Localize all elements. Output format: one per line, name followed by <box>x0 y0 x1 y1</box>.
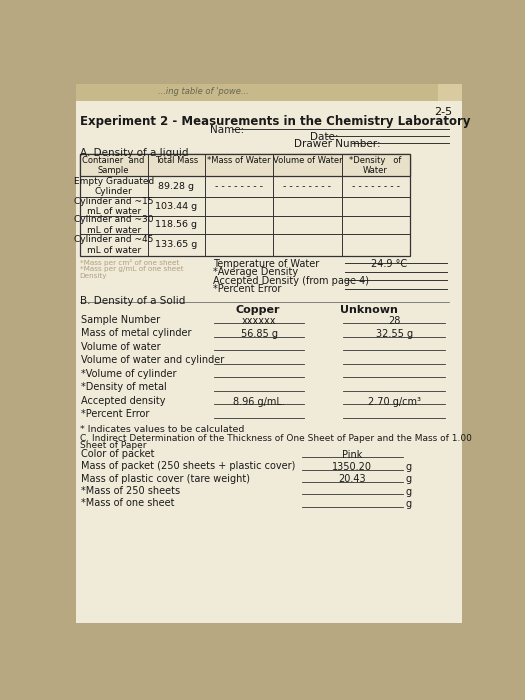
Text: 2.70 g/cm³: 2.70 g/cm³ <box>368 397 421 407</box>
Text: g: g <box>405 475 411 484</box>
Text: 8.96 g/mL.: 8.96 g/mL. <box>234 397 285 407</box>
Text: * Indicates values to be calculated: * Indicates values to be calculated <box>80 425 244 434</box>
Text: g: g <box>405 462 411 472</box>
Text: *Percent Error: *Percent Error <box>81 410 150 419</box>
Bar <box>80 154 410 256</box>
Text: Accepted density: Accepted density <box>81 396 165 406</box>
Text: Mass of packet (250 sheets + plastic cover): Mass of packet (250 sheets + plastic cov… <box>81 461 296 471</box>
Text: 1350.20: 1350.20 <box>332 462 372 472</box>
Text: Name:: Name: <box>210 125 244 135</box>
Text: *Percent Error: *Percent Error <box>213 284 281 294</box>
Text: 24.9 °C: 24.9 °C <box>371 259 407 269</box>
Bar <box>80 154 410 176</box>
Text: 103.44 g: 103.44 g <box>155 202 197 211</box>
Text: *Mass of 250 sheets: *Mass of 250 sheets <box>81 486 180 496</box>
Text: Sample Number: Sample Number <box>81 315 160 325</box>
Text: *Mass of one sheet: *Mass of one sheet <box>81 498 175 508</box>
Text: Drawer Number:: Drawer Number: <box>294 139 381 148</box>
Text: Experiment 2 - Measurements in the Chemistry Laboratory: Experiment 2 - Measurements in the Chemi… <box>80 115 470 128</box>
Text: *Volume of cylinder: *Volume of cylinder <box>81 369 176 379</box>
Text: xxxxxx: xxxxxx <box>242 316 277 326</box>
Text: Accepted Density (from page 4): Accepted Density (from page 4) <box>213 276 369 286</box>
Text: *Average Density: *Average Density <box>213 267 298 277</box>
Text: *Density of metal: *Density of metal <box>81 382 167 393</box>
Text: Mass of metal cylinder: Mass of metal cylinder <box>81 328 192 339</box>
Text: Empty Graduated
Cylinder: Empty Graduated Cylinder <box>74 176 154 196</box>
Text: Mass of plastic cover (tare weight): Mass of plastic cover (tare weight) <box>81 474 250 484</box>
Text: A. Density of a liquid: A. Density of a liquid <box>80 148 188 158</box>
Text: Volume of water: Volume of water <box>81 342 161 352</box>
Text: Unknown: Unknown <box>341 305 398 315</box>
Text: Total Mass: Total Mass <box>155 155 198 164</box>
Text: Density: Density <box>80 272 107 279</box>
Text: Volume of water and cylinder: Volume of water and cylinder <box>81 356 224 365</box>
Text: B. Density of a Solid: B. Density of a Solid <box>80 295 185 306</box>
Text: 32.55 g: 32.55 g <box>376 329 413 340</box>
Text: ...ing table of 'powe...: ...ing table of 'powe... <box>158 87 249 96</box>
Bar <box>77 84 461 101</box>
Text: *Mass per g/mL of one sheet: *Mass per g/mL of one sheet <box>80 266 183 272</box>
Text: Cylinder and ~45
mL of water: Cylinder and ~45 mL of water <box>74 235 153 255</box>
Text: *Mass per cm² of one sheet: *Mass per cm² of one sheet <box>80 259 179 266</box>
Text: 118.56 g: 118.56 g <box>155 220 197 230</box>
Text: Color of packet: Color of packet <box>81 449 155 459</box>
Text: Volume of Water: Volume of Water <box>272 155 342 164</box>
Text: 56.85 g: 56.85 g <box>241 329 278 340</box>
Text: C. Indirect Determination of the Thickness of One Sheet of Paper and the Mass of: C. Indirect Determination of the Thickne… <box>80 433 524 442</box>
Text: g: g <box>405 499 411 509</box>
Text: 2-5: 2-5 <box>435 107 453 117</box>
Text: - - - - - - - -: - - - - - - - - <box>284 182 331 191</box>
Text: - - - - - - - -: - - - - - - - - <box>215 182 263 191</box>
Text: 20.43: 20.43 <box>339 475 366 484</box>
Text: Temperature of Water: Temperature of Water <box>213 259 319 269</box>
Text: *Density   of
Water: *Density of Water <box>350 155 402 175</box>
Text: Cylinder and ~30
mL of water: Cylinder and ~30 mL of water <box>74 215 153 235</box>
Text: g: g <box>405 486 411 497</box>
Text: Container  and
Sample: Container and Sample <box>82 155 145 175</box>
Text: *Mass of Water: *Mass of Water <box>207 155 271 164</box>
Bar <box>438 84 461 101</box>
Text: 28: 28 <box>388 316 401 326</box>
Text: Sheet of Paper: Sheet of Paper <box>80 440 146 449</box>
Text: 89.28 g: 89.28 g <box>159 182 194 191</box>
Text: Date:: Date: <box>310 132 338 141</box>
Text: Cylinder and ~15
mL of water: Cylinder and ~15 mL of water <box>74 197 153 216</box>
Text: - - - - - - - -: - - - - - - - - <box>352 182 400 191</box>
Text: Copper: Copper <box>236 305 280 315</box>
Text: Pink: Pink <box>342 450 363 460</box>
Text: 133.65 g: 133.65 g <box>155 240 197 249</box>
